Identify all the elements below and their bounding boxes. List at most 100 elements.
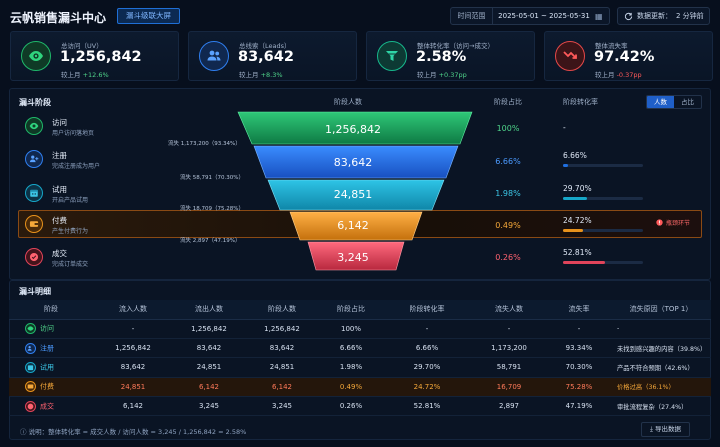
stage-conv-visit: -: [563, 123, 663, 132]
kpi-card-churn: 整体流失率 97.42% 较上月 -0.37pp: [544, 31, 713, 81]
funnel-segment-register[interactable]: [253, 145, 459, 179]
table-row[interactable]: 注册 1,256,842 83,642 83,642 6.66% 6.66% 1…: [9, 338, 711, 359]
funnel-count-trial: 24,851: [333, 188, 373, 201]
time-range-picker[interactable]: 时间范围 2025-05-01 ~ 2025-05-31 ▦: [450, 7, 610, 25]
cell-rate: 47.19%: [547, 396, 611, 417]
stage-conv-trial: 29.70%: [563, 184, 663, 200]
export-button[interactable]: ⤓ 导出数据: [641, 422, 690, 437]
refresh-value: 2 分钟前: [676, 12, 704, 20]
cell-reason: 产品不符合预期（42.6%）: [611, 357, 711, 378]
cell-share: 1.98%: [319, 357, 383, 378]
download-icon: ⤓: [650, 425, 653, 433]
eye-icon: [25, 117, 43, 135]
col-stage-share: 阶段占比: [494, 98, 522, 106]
funnel-segment-deal[interactable]: [307, 241, 405, 271]
stage-desc: 开启产品试用: [52, 197, 89, 204]
stage-row-pay[interactable]: 付费 产生付费行为: [19, 211, 237, 238]
calendar-icon: [25, 361, 36, 373]
stage-row-register[interactable]: 注册 完成注册成为用户: [19, 146, 237, 173]
cell-lost: 2,897: [471, 396, 547, 417]
cell-stage: 注册: [9, 338, 93, 359]
users-icon: [199, 41, 229, 71]
cell-rate: -: [547, 319, 611, 339]
cell-stage: 访问: [9, 319, 93, 339]
eye-icon: [21, 41, 51, 71]
time-range-label: 时间范围: [451, 8, 493, 24]
conv-value: 6.66%: [563, 151, 587, 160]
table-row[interactable]: 试用 83,642 24,851 24,851 1.98% 29.70% 58,…: [9, 357, 711, 378]
loss-label: 流失 1,173,200（93.34%）: [168, 141, 241, 147]
stage-row-deal[interactable]: 成交 完成订单成交: [19, 244, 237, 271]
cell-share: 0.49%: [319, 377, 383, 398]
cell-reason: 未找到感兴趣的内容（39.8%）: [611, 338, 711, 359]
th-conv: 阶段转化率: [383, 300, 471, 320]
cell-count: 1,256,842: [245, 319, 319, 339]
time-range-value: 2025-05-01 ~ 2025-05-31: [498, 12, 590, 20]
cell-stage: 成交: [9, 396, 93, 417]
stage-row-trial[interactable]: 试用 开启产品试用: [19, 180, 237, 207]
detail-title: 漏斗明细: [19, 287, 51, 296]
conv-value: 29.70%: [563, 184, 592, 193]
cell-in: 6,142: [93, 396, 173, 417]
cell-share: 6.66%: [319, 338, 383, 359]
user-add-icon: [25, 342, 36, 354]
conv-bar-fill: [563, 261, 606, 264]
table-row[interactable]: 访问 - 1,256,842 1,256,842 100% - - - -: [9, 319, 711, 339]
funnel-chart: [237, 111, 473, 271]
check-circle-icon: [25, 248, 43, 266]
stage-conv-register: 6.66%: [563, 151, 663, 167]
funnel-title: 漏斗阶段: [19, 98, 51, 107]
table-row[interactable]: 成交 6,142 3,245 3,245 0.26% 52.81% 2,897 …: [9, 396, 711, 417]
kpi-card-leads: 总线索（Leads） 83,642 较上月 +8.3%: [188, 31, 357, 81]
refresh-button[interactable]: 数据更新： 2 分钟前: [617, 7, 710, 25]
cell-in: 83,642: [93, 357, 173, 378]
th-count: 阶段人数: [245, 300, 319, 320]
conv-bar: [563, 261, 643, 264]
alert-icon: [656, 219, 663, 226]
cell-stage: 试用: [9, 357, 93, 378]
kpi-compare: 较上月 +12.6%: [61, 71, 109, 79]
user-add-icon: [25, 150, 43, 168]
stage-name: 访问: [52, 118, 67, 127]
funnel-segment-trial[interactable]: [267, 179, 445, 211]
cell-lost: 16,709: [471, 377, 547, 398]
funnel-segment-visit[interactable]: [237, 111, 473, 145]
cell-conv: 6.66%: [383, 338, 471, 359]
funnel-segment-pay[interactable]: [289, 211, 423, 241]
kpi-label: 整体转化率（访问→成交）: [417, 42, 494, 50]
stage-conv-pay: 24.72%: [563, 216, 663, 232]
stage-conv-deal: 52.81%: [563, 248, 663, 264]
cell-rate: 70.30%: [547, 357, 611, 378]
kpi-card-conversion: 整体转化率（访问→成交） 2.58% 较上月 +0.37pp: [366, 31, 535, 81]
bottleneck-warning: 瓶颈环节: [656, 218, 690, 227]
cell-conv: -: [383, 319, 471, 339]
cell-out: 6,142: [173, 377, 245, 398]
cell-in: -: [93, 319, 173, 339]
page-title: 云帆销售漏斗中心: [10, 11, 107, 25]
eye-icon: [25, 323, 36, 335]
cell-conv: 24.72%: [383, 377, 471, 398]
toggle-count[interactable]: 人数: [647, 96, 674, 108]
cell-in: 24,851: [93, 377, 173, 398]
funnel-count-deal: 3,245: [337, 251, 369, 264]
wallet-icon: [25, 381, 36, 393]
refresh-label: 数据更新：: [637, 12, 672, 20]
calendar-icon: [25, 184, 43, 202]
conv-bar-fill: [563, 229, 583, 232]
stage-name: 注册: [52, 151, 67, 160]
funnel-count-pay: 6,142: [337, 219, 369, 232]
loss-label: 流失 18,709（75.28%）: [180, 206, 244, 212]
funnel-count-visit: 1,256,842: [325, 123, 381, 136]
kpi-value: 83,642: [238, 49, 294, 65]
screen-tag-button[interactable]: 漏斗级联大屏: [117, 8, 180, 24]
stage-name: 成交: [52, 249, 67, 258]
toggle-share[interactable]: 占比: [681, 98, 694, 106]
cell-count: 83,642: [245, 338, 319, 359]
stage-name: 付费: [52, 216, 67, 225]
kpi-label: 总线索（Leads）: [239, 42, 291, 50]
stage-row-visit[interactable]: 访问 用户访问落地页: [19, 113, 237, 140]
conv-value: 24.72%: [563, 216, 592, 225]
stage-name: 试用: [52, 185, 67, 194]
conv-value: 52.81%: [563, 248, 592, 257]
table-row[interactable]: 付费 24,851 6,142 6,142 0.49% 24.72% 16,70…: [9, 377, 711, 398]
